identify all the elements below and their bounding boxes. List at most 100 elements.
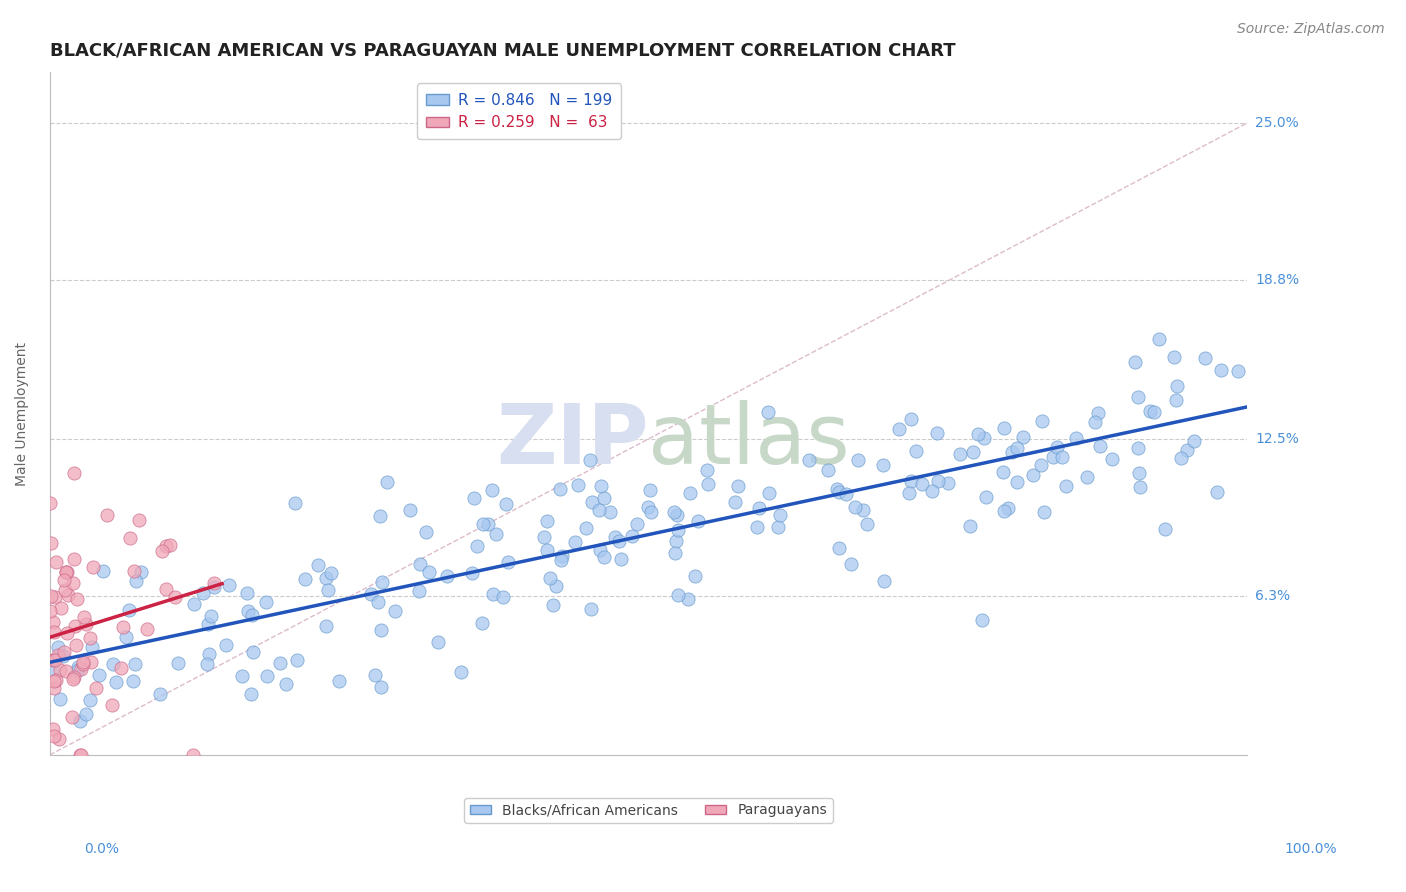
Point: [745, 520, 768, 534]
Point: [1033, 505, 1056, 519]
Point: [683, 569, 706, 583]
Point: [496, 555, 519, 569]
Point: [360, 587, 382, 601]
Point: [159, 538, 181, 552]
Point: [284, 495, 307, 509]
Point: [149, 687, 172, 701]
Point: [679, 486, 702, 500]
Point: [1128, 390, 1150, 404]
Point: [55, 664, 77, 678]
Point: [588, 543, 610, 558]
Point: [56, 565, 79, 579]
Point: [44, 591, 66, 605]
Point: [39, 496, 62, 510]
Point: [579, 453, 602, 467]
Point: [827, 484, 849, 499]
Point: [799, 452, 821, 467]
Legend: Blacks/African Americans, Paraguayans: Blacks/African Americans, Paraguayans: [464, 797, 832, 823]
Point: [42, 723, 65, 737]
Point: [1042, 450, 1064, 464]
Point: [599, 505, 621, 519]
Point: [1054, 479, 1077, 493]
Point: [666, 588, 689, 602]
Point: [471, 517, 494, 532]
Point: [825, 483, 848, 497]
Point: [544, 579, 567, 593]
Point: [1076, 469, 1098, 483]
Point: [370, 681, 392, 695]
Point: [620, 529, 643, 543]
Point: [817, 463, 839, 477]
Point: [398, 503, 420, 517]
Point: [676, 591, 699, 606]
Point: [63, 466, 86, 480]
Point: [609, 533, 631, 548]
Point: [150, 544, 173, 558]
Point: [202, 580, 225, 594]
Point: [1001, 445, 1024, 459]
Point: [900, 474, 922, 488]
Point: [993, 504, 1015, 518]
Point: [53, 583, 76, 598]
Point: [872, 458, 894, 472]
Point: [481, 483, 503, 498]
Point: [39, 604, 62, 618]
Point: [155, 582, 177, 596]
Point: [665, 508, 688, 522]
Point: [1084, 415, 1107, 429]
Point: [993, 421, 1015, 435]
Point: [42, 653, 65, 667]
Point: [370, 509, 392, 524]
Point: [769, 508, 792, 522]
Point: [638, 483, 661, 497]
Point: [115, 630, 138, 644]
Point: [41, 615, 63, 630]
Text: 12.5%: 12.5%: [1256, 432, 1299, 446]
Point: [626, 516, 648, 531]
Point: [84, 681, 107, 695]
Point: [111, 620, 134, 634]
Point: [536, 542, 558, 557]
Point: [911, 477, 934, 491]
Point: [67, 663, 90, 677]
Point: [1046, 440, 1069, 454]
Point: [550, 482, 572, 496]
Point: [103, 657, 125, 671]
Point: [538, 571, 561, 585]
Text: ZIP: ZIP: [496, 401, 648, 482]
Point: [375, 475, 398, 489]
Point: [307, 558, 329, 572]
Point: [294, 572, 316, 586]
Y-axis label: Male Unemployment: Male Unemployment: [15, 342, 30, 485]
Text: 100.0%: 100.0%: [1284, 842, 1337, 856]
Point: [927, 426, 949, 441]
Point: [581, 494, 603, 508]
Point: [55, 625, 77, 640]
Point: [93, 564, 115, 578]
Point: [63, 618, 86, 632]
Point: [1206, 484, 1229, 499]
Point: [96, 508, 118, 523]
Point: [461, 566, 484, 581]
Point: [82, 559, 104, 574]
Text: 0.0%: 0.0%: [84, 842, 118, 856]
Point: [285, 653, 308, 667]
Point: [79, 632, 101, 646]
Point: [593, 550, 616, 565]
Point: [122, 564, 145, 578]
Point: [640, 505, 662, 519]
Text: 18.8%: 18.8%: [1256, 273, 1299, 286]
Point: [49, 663, 72, 677]
Point: [55, 565, 77, 579]
Point: [1031, 414, 1053, 428]
Point: [121, 673, 143, 688]
Point: [231, 669, 253, 683]
Point: [900, 412, 922, 426]
Point: [610, 551, 633, 566]
Point: [242, 645, 264, 659]
Point: [105, 674, 128, 689]
Point: [42, 729, 65, 743]
Point: [62, 576, 84, 591]
Point: [315, 571, 337, 585]
Point: [637, 500, 659, 515]
